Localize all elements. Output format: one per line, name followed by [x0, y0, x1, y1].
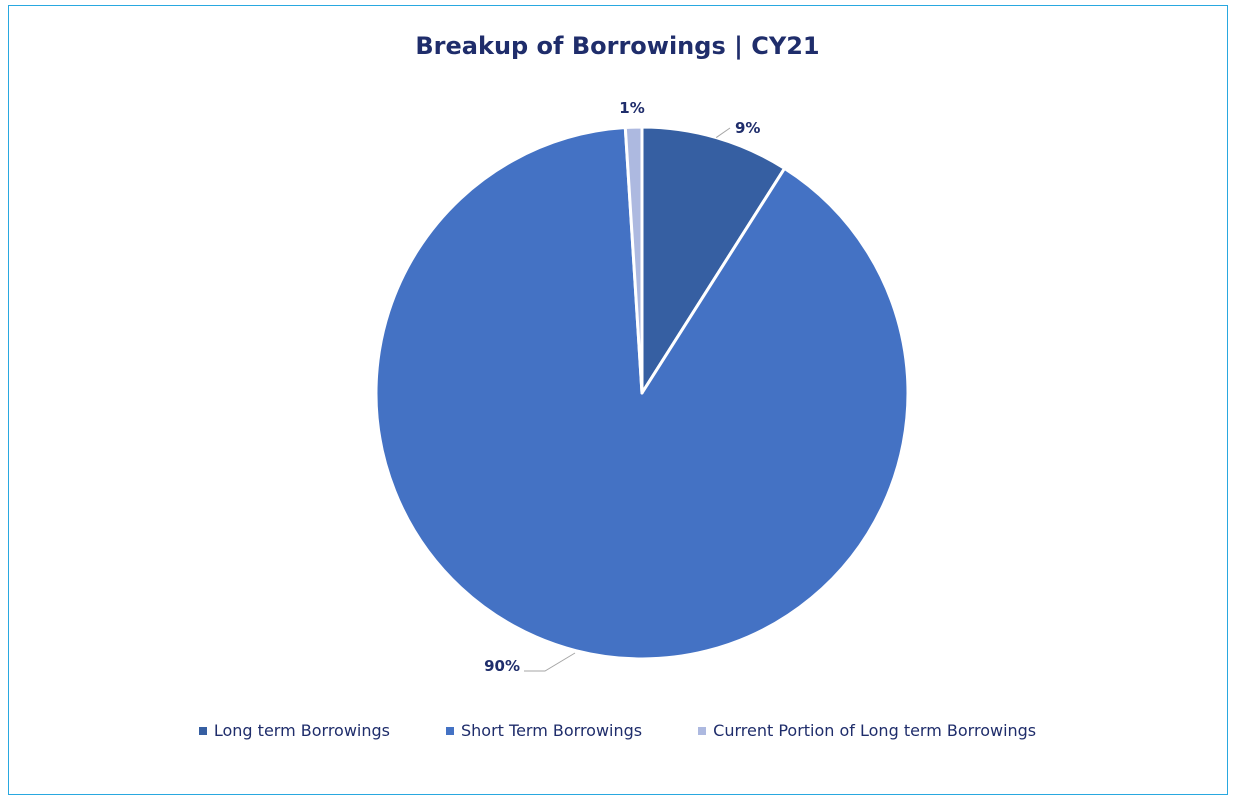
legend-item-current-portion: Current Portion of Long term Borrowings: [698, 721, 1036, 740]
pie-slices: [374, 125, 910, 661]
legend-swatch-icon: [446, 726, 454, 735]
legend-item-long-term: Long term Borrowings: [198, 721, 390, 740]
legend-label: Current Portion of Long term Borrowings: [713, 721, 1037, 740]
chart-title: Breakup of Borrowings | CY21: [415, 32, 820, 60]
slice-long-term: [640, 125, 787, 395]
pie-chart: 9% 90% 1%: [374, 99, 910, 675]
slice-current-portion: [623, 125, 644, 395]
legend: Long term Borrowings Short Term Borrowin…: [0, 721, 1235, 740]
pie-data-labels: 9% 90% 1%: [484, 99, 760, 675]
legend-swatch-icon: [698, 726, 707, 735]
label-current-portion: 1%: [619, 99, 644, 117]
label-short-term: 90%: [484, 657, 520, 675]
legend-swatch-icon: [198, 726, 207, 735]
leader-line: [715, 127, 731, 138]
legend-label: Long term Borrowings: [213, 721, 390, 740]
legend-item-short-term: Short Term Borrowings: [446, 721, 642, 740]
leader-line: [524, 652, 576, 672]
legend-label: Short Term Borrowings: [461, 721, 643, 740]
label-long-term: 9%: [735, 119, 760, 137]
